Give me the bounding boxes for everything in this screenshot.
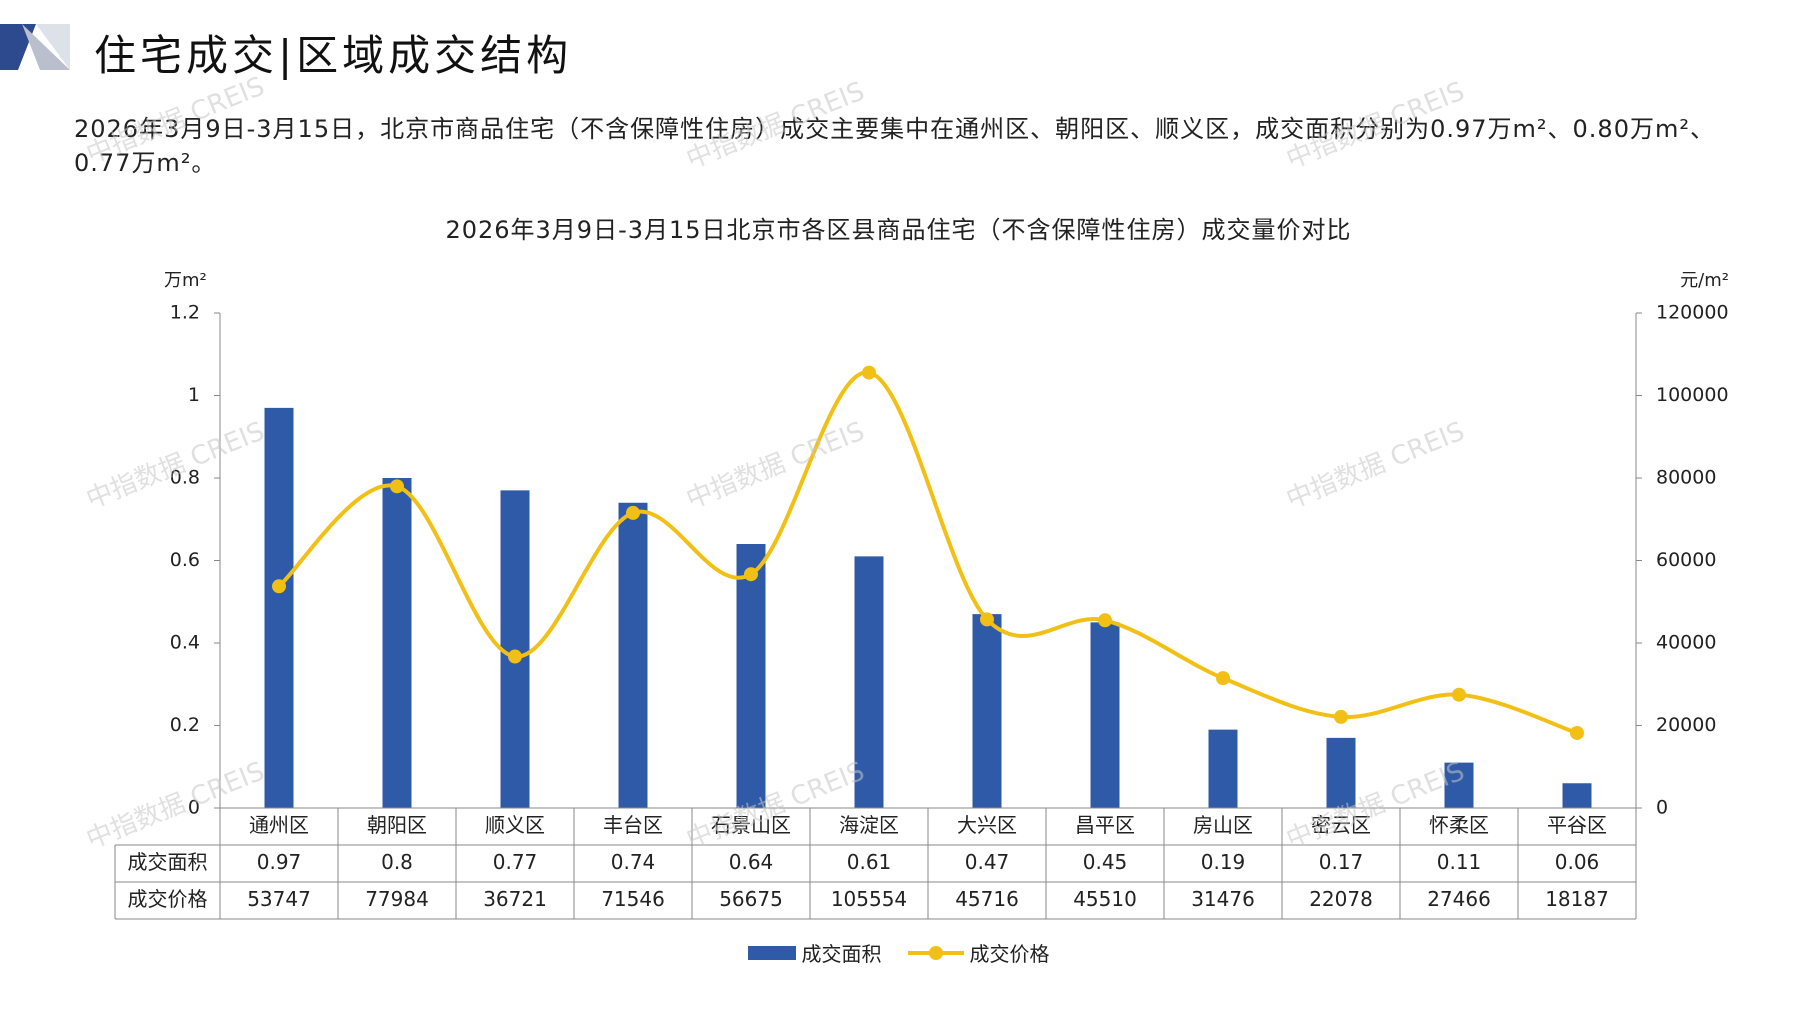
- logo-shape: [0, 24, 70, 70]
- category-label: 丰台区: [603, 813, 663, 837]
- table-row-label: 成交价格: [128, 887, 208, 911]
- table-cell: 45716: [955, 887, 1019, 911]
- table-cell: 36721: [483, 887, 547, 911]
- table-cell: 105554: [831, 887, 907, 911]
- price-point: [1452, 687, 1466, 702]
- y-right-tick-label: 40000: [1656, 632, 1716, 654]
- bar-area: [382, 478, 412, 808]
- price-point: [1334, 709, 1348, 724]
- table-cell: 0.8: [381, 850, 413, 874]
- table-cell: 31476: [1191, 887, 1255, 911]
- category-label: 顺义区: [485, 813, 545, 837]
- y-left-tick-label: 0.2: [170, 714, 200, 736]
- table-cell: 0.74: [611, 850, 656, 874]
- bar-area: [736, 544, 766, 808]
- category-label: 石景山区: [711, 813, 791, 837]
- y-right-tick-label: 0: [1656, 797, 1668, 819]
- y-right-tick-label: 100000: [1656, 384, 1729, 406]
- y-left-tick-label: 1: [188, 384, 200, 406]
- chart-title: 2026年3月9日-3月15日北京市各区县商品住宅（不含保障性住房）成交量价对比: [445, 216, 1352, 244]
- price-line: [277, 370, 1578, 735]
- table-cell: 0.45: [1083, 850, 1128, 874]
- bar-area: [972, 614, 1002, 808]
- bar-area: [1326, 737, 1356, 808]
- bar-area: [264, 407, 294, 808]
- price-point: [626, 505, 640, 520]
- price-point: [980, 612, 994, 627]
- legend-label-area: 成交面积: [801, 942, 882, 966]
- bar-area: [1208, 729, 1238, 808]
- category-label: 怀柔区: [1429, 813, 1489, 837]
- price-point: [1098, 613, 1112, 628]
- y-left-tick-label: 0.4: [170, 632, 200, 654]
- category-label: 朝阳区: [367, 813, 427, 837]
- y-right-tick-label: 120000: [1656, 302, 1729, 324]
- table-cell: 0.17: [1319, 850, 1364, 874]
- table-cell: 0.64: [729, 850, 774, 874]
- price-point: [862, 365, 876, 380]
- bar-area: [1444, 762, 1474, 808]
- table-cell: 56675: [719, 887, 783, 911]
- table-cell: 22078: [1309, 887, 1373, 911]
- legend-line-swatch: [907, 942, 964, 964]
- table-cell: 0.61: [847, 850, 892, 874]
- table-row-label: 成交面积: [128, 850, 208, 874]
- y-right-tick-label: 60000: [1656, 549, 1716, 571]
- legend-item-price: 成交价格: [907, 938, 1050, 967]
- table-cell: 0.77: [493, 850, 538, 874]
- y-left-unit: 万m²: [164, 270, 207, 291]
- price-point: [508, 649, 522, 664]
- y-left-tick-label: 0: [188, 797, 200, 819]
- price-point: [744, 567, 758, 582]
- legend-bar-swatch: [747, 945, 796, 960]
- category-label: 房山区: [1193, 813, 1253, 837]
- table-cell: 45510: [1073, 887, 1137, 911]
- summary-text: 2026年3月9日-3月15日，北京市商品住宅（不含保障性住房）成交主要集中在通…: [74, 115, 1715, 177]
- y-left-tick-label: 0.8: [170, 467, 200, 489]
- legend-label-price: 成交价格: [969, 942, 1050, 966]
- table-cell: 0.19: [1201, 850, 1246, 874]
- table-cell: 18187: [1545, 887, 1609, 911]
- table-cell: 77984: [365, 887, 429, 911]
- y-right-unit: 元/m²: [1680, 270, 1729, 291]
- table-cell: 0.47: [965, 850, 1010, 874]
- table-cell: 0.06: [1555, 850, 1600, 874]
- y-left-tick-label: 1.2: [170, 302, 200, 324]
- y-right-tick-label: 20000: [1656, 714, 1716, 736]
- price-point: [1216, 671, 1230, 686]
- table-cell: 0.11: [1437, 850, 1482, 874]
- bar-area: [1562, 783, 1592, 808]
- category-label: 平谷区: [1547, 813, 1607, 837]
- y-right-tick-label: 80000: [1656, 467, 1716, 489]
- category-label: 通州区: [249, 813, 309, 837]
- table-cell: 27466: [1427, 887, 1491, 911]
- chart-legend: 成交面积 成交价格: [0, 938, 1797, 967]
- y-left-tick-label: 0.6: [170, 549, 200, 571]
- bar-area: [500, 490, 530, 808]
- price-point: [1570, 725, 1584, 740]
- category-label: 密云区: [1311, 813, 1371, 837]
- bar-area: [854, 556, 884, 808]
- category-label: 昌平区: [1075, 813, 1135, 837]
- price-point: [272, 579, 286, 594]
- legend-item-area: 成交面积: [747, 938, 882, 967]
- page-title: 住宅成交|区域成交结构: [94, 31, 573, 80]
- table-cell: 71546: [601, 887, 665, 911]
- table-cell: 53747: [247, 887, 311, 911]
- bar-area: [1090, 622, 1120, 808]
- table-cell: 0.97: [257, 850, 302, 874]
- category-label: 海淀区: [839, 813, 899, 837]
- bar-area: [618, 502, 648, 808]
- category-label: 大兴区: [957, 813, 1017, 837]
- price-point: [390, 479, 404, 494]
